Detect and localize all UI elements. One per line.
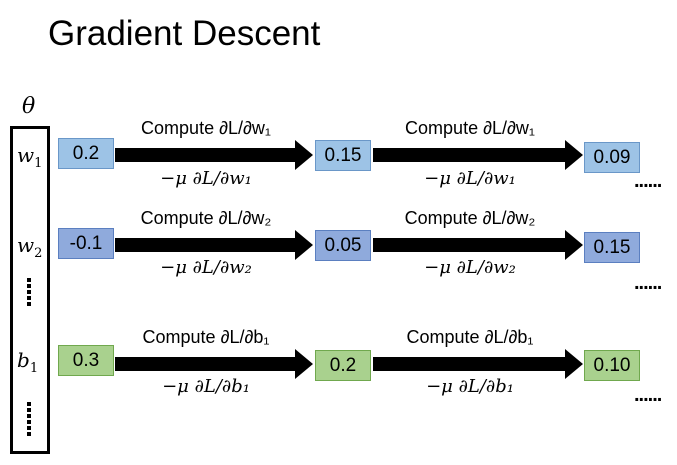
arrow-shape (115, 140, 313, 170)
update-arrow-b1-1 (373, 349, 583, 379)
value-box-w2-step0: -0.1 (58, 228, 114, 259)
update-arrow-b1-0 (115, 349, 313, 379)
update-rule-label: −μ ∂L/∂b₁ (162, 376, 250, 397)
symbol: w (17, 143, 35, 167)
update-arrow-w1-1 (373, 140, 583, 170)
symbol: b (17, 348, 30, 372)
compute-gradient-label: Compute ∂L/∂b₁ (142, 327, 270, 347)
value-box-b1-step2: 0.10 (584, 350, 640, 381)
update-rule-label: −μ ∂L/∂w₂ (160, 257, 252, 278)
value-box-w1-step1: 0.15 (315, 140, 371, 171)
update-arrow-w1-0 (115, 140, 313, 170)
value-box-b1-step0: 0.3 (58, 345, 114, 376)
update-rule-label: −μ ∂L/∂b₁ (426, 376, 514, 397)
subscript: 1 (29, 361, 39, 376)
update-rule-label: −μ ∂L/∂w₁ (160, 168, 252, 189)
update-rule-label: −μ ∂L/∂w₂ (424, 257, 516, 278)
value-box-w2-step2: 0.15 (584, 232, 640, 263)
theta-label: θ (22, 94, 36, 119)
subscript: 1 (34, 156, 43, 171)
subscript: 2 (34, 246, 43, 261)
param-symbol-w1: w1 (17, 143, 42, 171)
vertical-ellipsis (27, 402, 31, 438)
update-arrow-w2-0 (115, 230, 313, 260)
value-box-w2-step1: 0.05 (315, 230, 371, 261)
value-box-w1-step0: 0.2 (58, 138, 114, 169)
arrow-shape (373, 230, 583, 260)
parameter-vector (10, 126, 50, 454)
slide-title: Gradient Descent (48, 14, 321, 53)
arrow-shape (115, 230, 313, 260)
compute-gradient-label: Compute ∂L/∂w₁ (141, 118, 271, 138)
compute-gradient-label: Compute ∂L/∂w₁ (405, 118, 535, 138)
vertical-ellipsis (27, 278, 31, 308)
param-symbol-w2: w2 (17, 233, 42, 261)
symbol: w (17, 233, 35, 257)
update-arrow-w2-1 (373, 230, 583, 260)
continuation-ellipsis: ...... (634, 272, 662, 294)
value-box-b1-step1: 0.2 (315, 350, 371, 381)
update-rule-label: −μ ∂L/∂w₁ (424, 168, 516, 189)
param-symbol-b1: b1 (17, 348, 38, 376)
arrow-shape (115, 349, 313, 379)
value-box-w1-step2: 0.09 (584, 142, 640, 173)
arrow-shape (373, 349, 583, 379)
continuation-ellipsis: ...... (634, 384, 662, 406)
compute-gradient-label: Compute ∂L/∂w₂ (140, 208, 272, 228)
compute-gradient-label: Compute ∂L/∂w₂ (404, 208, 536, 228)
compute-gradient-label: Compute ∂L/∂b₁ (406, 327, 534, 347)
continuation-ellipsis: ...... (634, 170, 662, 192)
arrow-shape (373, 140, 583, 170)
